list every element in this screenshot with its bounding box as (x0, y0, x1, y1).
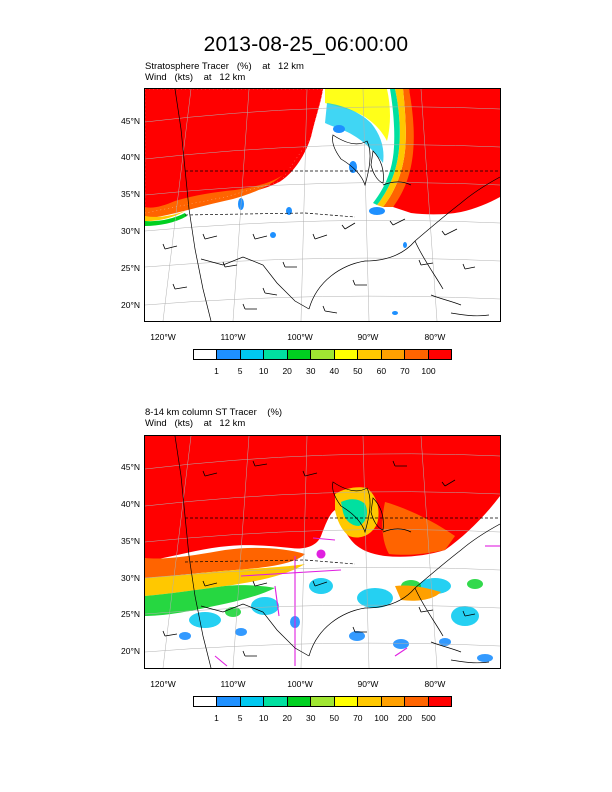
panel2-lat-tick: 45°N (121, 462, 140, 472)
page-title: 2013-08-25_06:00:00 (203, 33, 409, 56)
colorbar-label: 100 (374, 713, 389, 723)
tracer-edge-ne-teal (373, 89, 400, 205)
tracer-edge-orange (145, 547, 305, 578)
tracer-gulf-orange (395, 585, 441, 601)
wind-barbs (162, 218, 476, 314)
panel1-lat-tick: 30°N (121, 226, 140, 236)
tracer-edge-nw-green (145, 213, 187, 226)
colorbar-label: 30 (305, 713, 316, 723)
panel2-lon-tick: 80°W (424, 679, 446, 689)
colorbar-label: 100 (421, 366, 436, 376)
colorbar-swatch (311, 350, 335, 359)
panel2-lon-tick: 90°W (357, 679, 379, 689)
tracer-lakes-teal (341, 499, 367, 526)
colorbar-swatch (264, 697, 288, 706)
coastlines-borders (174, 436, 500, 668)
colorbar-label: 30 (305, 366, 316, 376)
panel2-lat-tick: 25°N (121, 609, 140, 619)
colorbar-label: 500 (421, 713, 436, 723)
colorbar-swatch (311, 697, 335, 706)
colorbar-label: 200 (397, 713, 412, 723)
panel1-lon-tick: 90°W (357, 332, 379, 342)
tracer-edge-green (145, 585, 275, 616)
panel1-colorbar (193, 349, 452, 360)
tracer-edge-nw-orange (145, 175, 283, 218)
panel2-lon-tick: 120°W (150, 679, 176, 689)
panel2-lon-tick: 110°W (220, 679, 246, 689)
colorbar-label: 5 (237, 713, 243, 723)
panel1-lat-tick: 40°N (121, 152, 140, 162)
colorbar-label: 5 (237, 366, 243, 376)
panel2-subtitle-line1: 8-14 km column ST Tracer (%) (145, 407, 283, 418)
panel1-lat-tick: 35°N (121, 189, 140, 199)
colorbar-label: 70 (353, 713, 363, 723)
tracer-east-orange (382, 502, 455, 555)
colorbar-label: 10 (258, 366, 269, 376)
panel1-lon-tick: 120°W (150, 332, 176, 342)
colorbar-swatch (381, 350, 406, 359)
colorbar-swatch (381, 697, 406, 706)
colorbar-label: 60 (376, 366, 387, 376)
colorbar-swatch (358, 697, 382, 706)
tracer-region-nw (145, 89, 323, 215)
colorbar-swatch (287, 350, 312, 359)
colorbar-label: 1 (214, 713, 219, 723)
colorbar-swatch (358, 350, 382, 359)
colorbar-swatch (405, 697, 429, 706)
tracer-edge-ne-orange (383, 89, 414, 207)
colorbar-swatch (240, 350, 265, 359)
panel1-map (144, 88, 501, 322)
panel1-lat-tick: 45°N (121, 116, 140, 126)
panel1-lon-tick: 80°W (424, 332, 446, 342)
colorbar-label: 20 (282, 713, 292, 723)
colorbar-swatch (287, 697, 312, 706)
panel1-subtitle-line1: Stratosphere Tracer (%) at 12 km (145, 61, 304, 72)
panel1-lat-tick: 25°N (121, 263, 140, 273)
panel1-subtitle-line2: Wind (kts) at 12 km (145, 72, 246, 83)
colorbar-swatch (264, 350, 288, 359)
panel2-lat-tick: 20°N (121, 646, 140, 656)
panel1-lon-tick: 100°W (287, 332, 313, 342)
wind-barbs (162, 460, 476, 657)
colorbar-swatch (334, 697, 359, 706)
tracer-north-tongue (325, 89, 390, 141)
panel1-lat-tick: 20°N (121, 300, 140, 310)
panel2-lat-tick: 40°N (121, 499, 140, 509)
graticule (145, 89, 500, 321)
colorbar-swatch (217, 350, 241, 359)
colorbar-label: 70 (400, 366, 410, 376)
panel2-lat-tick: 30°N (121, 573, 140, 583)
tracer-edge-ne-yellow (377, 89, 406, 207)
panel2-colorbar (193, 696, 452, 707)
colorbar-swatch (428, 697, 451, 706)
panel2-map (144, 435, 501, 669)
panel1-lon-tick: 110°W (220, 332, 246, 342)
colorbar-swatch (240, 697, 265, 706)
colorbar-swatch (428, 350, 451, 359)
colorbar-swatch (334, 350, 359, 359)
colorbar-label: 10 (258, 713, 269, 723)
colorbar-label: 1 (214, 366, 219, 376)
colorbar-swatch (217, 697, 241, 706)
panel2-lon-tick: 100°W (287, 679, 313, 689)
colorbar-swatch (405, 350, 429, 359)
tracer-speckle-nw (145, 89, 324, 214)
coastlines-borders (174, 89, 500, 321)
tracer-great-lakes-blue (325, 103, 384, 163)
colorbar-label: 40 (329, 366, 339, 376)
tracer-patches-blue (179, 616, 493, 662)
tracer-edge-yellow (145, 564, 305, 596)
colorbar-label: 50 (353, 366, 363, 376)
tracer-edge-nw-yellow (145, 211, 185, 221)
panel2-subtitle-line2: Wind (kts) at 12 km (145, 418, 246, 429)
colorbar-label: 50 (329, 713, 339, 723)
panel2-map-svg (145, 436, 500, 668)
colorbar-swatch (194, 350, 218, 359)
tracer-region-ne (393, 89, 500, 215)
panel2-lat-tick: 35°N (121, 536, 140, 546)
colorbar-swatch (194, 697, 218, 706)
panel1-map-svg (145, 89, 500, 321)
colorbar-label: 20 (282, 366, 292, 376)
